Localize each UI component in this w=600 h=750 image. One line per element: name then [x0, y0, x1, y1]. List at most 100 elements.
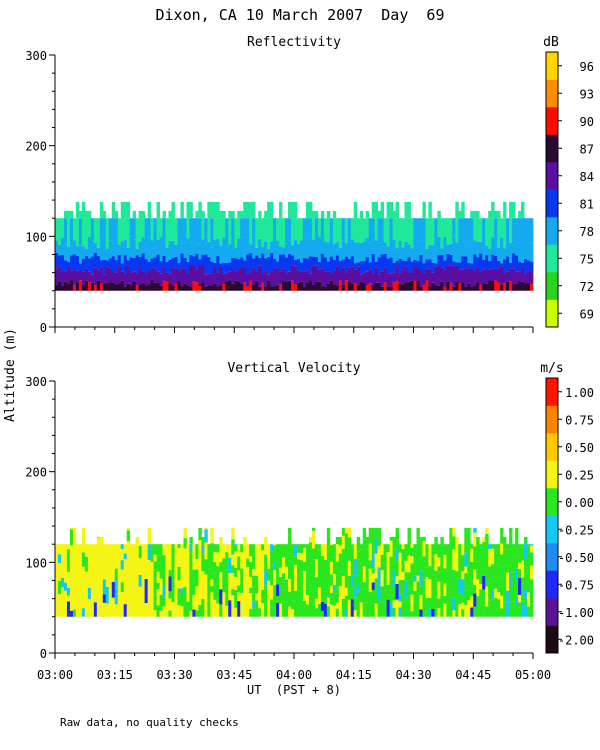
reflectivity-cell	[171, 267, 175, 286]
reflectivity-cell	[75, 245, 80, 256]
velocity-cell	[258, 579, 262, 592]
reflectivity-colorbar-swatch	[546, 189, 558, 218]
velocity-cell	[72, 546, 77, 565]
reflectivity-cell	[527, 218, 531, 243]
reflectivity-cell	[231, 248, 235, 258]
reflectivity-cell	[180, 285, 184, 291]
velocity-cell	[282, 544, 286, 558]
velocity-cell	[87, 556, 92, 573]
velocity-cell	[440, 582, 444, 596]
reflectivity-cell	[213, 201, 217, 219]
reflectivity-cell	[461, 218, 465, 242]
velocity-cell	[168, 591, 172, 599]
velocity-cell	[320, 567, 325, 584]
reflectivity-cell	[84, 210, 89, 219]
velocity-cell	[252, 554, 256, 569]
velocity-colorbar-swatch	[546, 433, 558, 461]
velocity-cell	[201, 536, 205, 545]
reflectivity-cell	[261, 253, 265, 275]
velocity-cell	[96, 548, 101, 559]
reflectivity-cell	[410, 248, 414, 262]
velocity-cell	[434, 559, 438, 571]
velocity-cell	[96, 574, 101, 584]
reflectivity-cell	[353, 242, 358, 264]
reflectivity-cell	[258, 265, 262, 287]
reflectivity-cell	[389, 201, 393, 219]
velocity-cell	[249, 576, 253, 588]
reflectivity-units: dB	[543, 35, 559, 50]
velocity-cell	[335, 544, 340, 562]
reflectivity-cell	[515, 218, 519, 244]
velocity-cell	[491, 544, 495, 549]
reflectivity-cell	[63, 260, 68, 272]
velocity-cell	[102, 570, 107, 580]
velocity-cell	[231, 554, 235, 566]
velocity-cell	[479, 583, 483, 590]
velocity-cell	[252, 587, 256, 602]
velocity-cell	[353, 588, 358, 598]
velocity-cell	[84, 544, 89, 557]
velocity-cell	[270, 544, 274, 552]
velocity-cell	[506, 544, 510, 549]
velocity-cell	[132, 600, 137, 617]
velocity-cell	[350, 599, 355, 606]
reflectivity-cell	[371, 285, 376, 291]
velocity-cell	[464, 573, 468, 590]
velocity-cell	[389, 540, 393, 557]
velocity-cell	[461, 571, 465, 580]
reflectivity-cell	[392, 272, 396, 283]
velocity-cell	[144, 555, 149, 572]
velocity-cell	[404, 609, 408, 617]
velocity-cell	[461, 609, 465, 617]
reflectivity-cell	[443, 260, 447, 270]
velocity-cell	[512, 601, 516, 617]
reflectivity-cell	[443, 237, 447, 261]
reflectivity-cell	[258, 257, 262, 266]
velocity-cell	[55, 572, 59, 581]
reflectivity-cell	[431, 262, 435, 273]
velocity-colorbar-label: 1.00	[565, 386, 594, 400]
reflectivity-cell	[380, 271, 385, 287]
reflectivity-cell	[90, 282, 95, 291]
reflectivity-cell	[359, 210, 364, 219]
velocity-cell	[207, 568, 211, 584]
reflectivity-cell	[320, 210, 325, 219]
reflectivity-cell	[99, 238, 104, 261]
reflectivity-title: Reflectivity	[247, 35, 341, 50]
velocity-cell	[57, 599, 62, 611]
velocity-cell	[458, 564, 462, 579]
reflectivity-cell	[314, 265, 319, 283]
reflectivity-cell	[416, 240, 420, 262]
reflectivity-cell	[78, 270, 83, 281]
reflectivity-cell	[168, 273, 172, 284]
reflectivity-cell	[305, 270, 310, 283]
reflectivity-cell	[55, 240, 59, 253]
velocity-cell	[261, 603, 265, 617]
reflectivity-cell	[338, 271, 343, 281]
velocity-cell	[413, 575, 417, 582]
velocity-cell	[141, 557, 146, 565]
velocity-cell	[180, 594, 184, 607]
velocity-cell	[225, 605, 229, 617]
velocity-cell	[213, 562, 217, 574]
reflectivity-cell	[63, 271, 68, 282]
velocity-cell	[500, 554, 504, 567]
velocity-cell	[317, 603, 322, 617]
velocity-cell	[317, 587, 322, 594]
velocity-cell	[311, 527, 316, 531]
reflectivity-cell	[404, 266, 408, 283]
velocity-cell	[294, 580, 298, 591]
velocity-units: m/s	[540, 361, 563, 376]
reflectivity-cell	[296, 258, 301, 271]
velocity-cell	[270, 572, 274, 586]
velocity-colorbar-label: -1.00	[558, 606, 594, 620]
reflectivity-cell	[129, 218, 134, 237]
velocity-cell	[192, 558, 196, 570]
velocity-cell	[255, 600, 259, 617]
reflectivity-cell	[500, 266, 504, 285]
velocity-cell	[335, 561, 340, 576]
velocity-cell	[228, 573, 232, 586]
reflectivity-cell	[147, 237, 151, 262]
velocity-cell	[362, 539, 367, 546]
reflectivity-cell	[291, 255, 295, 266]
